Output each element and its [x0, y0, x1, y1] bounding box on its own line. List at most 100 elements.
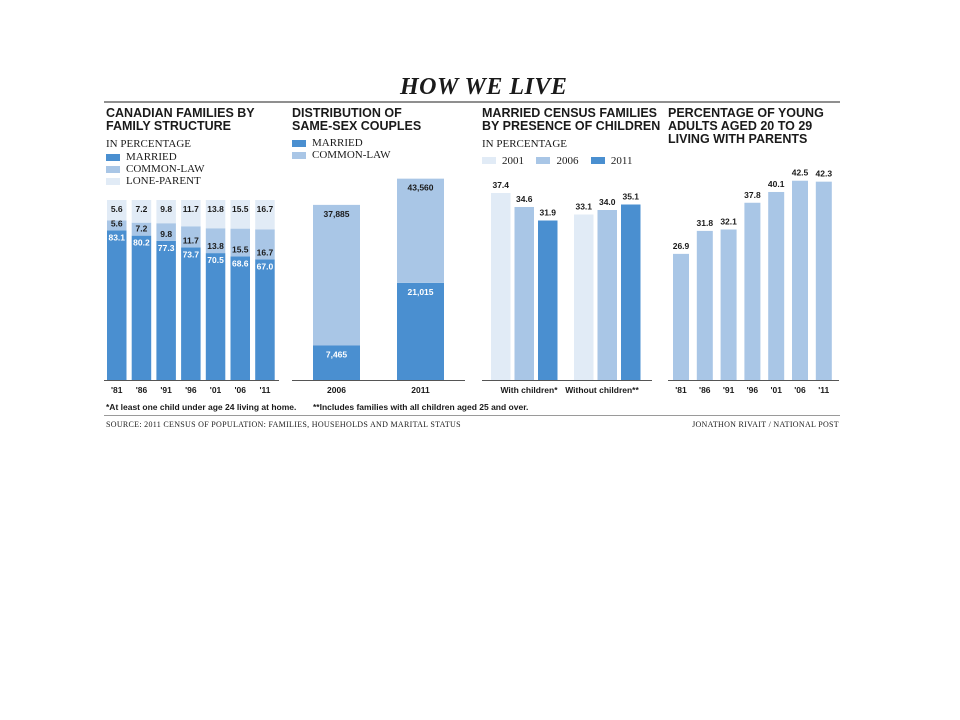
bar-married-6 — [255, 259, 275, 380]
legend-item-married: MARRIED — [106, 151, 255, 163]
label-lone-parent-4: 13.8 — [207, 204, 224, 214]
bar-lone-parent-3 — [181, 200, 201, 227]
legend-swatch-2001 — [482, 157, 496, 164]
legend-label-2011: 2011 — [610, 154, 633, 167]
category-label-0: With children* — [500, 385, 558, 395]
label-young-4: 40.1 — [768, 179, 785, 189]
bar-2006-0 — [514, 207, 534, 380]
label-lone-parent-0: 5.6 — [111, 204, 123, 214]
bar-lone-parent-0 — [107, 200, 127, 221]
panel4-title: PERCENTAGE OF YOUNG ADULTS AGED 20 TO 29… — [668, 107, 824, 146]
label-lone-parent-6: 16.7 — [257, 204, 274, 214]
legend-label-ss-common-law: COMMON-LAW — [312, 149, 391, 161]
label-lone-parent-1: 7.2 — [136, 204, 148, 214]
bar-young-6 — [815, 181, 832, 380]
bar-lone-parent-6 — [255, 200, 275, 230]
bar-young-4 — [768, 191, 785, 380]
label-young-6: 42.3 — [816, 169, 833, 179]
label-ss-married-1: 21,015 — [408, 287, 434, 297]
tick-label-young-1: '86 — [699, 385, 711, 395]
label-young-1: 31.8 — [697, 218, 714, 228]
bar-lone-parent-5 — [230, 200, 250, 229]
label-common-law-1: 7.2 — [136, 224, 148, 234]
bar-married-3 — [181, 247, 201, 380]
label-2006-0: 34.6 — [516, 194, 533, 204]
label-2001-0: 37.4 — [492, 180, 509, 190]
bar-young-0 — [673, 253, 689, 380]
bar-young-5 — [792, 180, 808, 380]
bar-ss-common-law-0 — [313, 204, 360, 346]
legend-label-married: MARRIED — [126, 151, 177, 163]
bar-2006-1 — [597, 210, 617, 380]
bar-common-law-4 — [205, 228, 226, 254]
label-married-2: 77.3 — [158, 243, 175, 253]
tick-label-4: '01 — [210, 385, 222, 395]
panel3-title-line1: MARRIED CENSUS FAMILIES — [482, 106, 658, 120]
legend-item-lone-parent: LONE-PARENT — [106, 175, 255, 187]
label-married-4: 70.5 — [207, 255, 224, 265]
panel-family-structure: CANADIAN FAMILIES BY FAMILY STRUCTURE IN… — [106, 107, 255, 187]
legend-label-common-law: COMMON-LAW — [126, 163, 205, 175]
panel-same-sex: DISTRIBUTION OF SAME-SEX COUPLES MARRIED… — [292, 107, 421, 161]
panel4-title-line1: PERCENTAGE OF YOUNG — [668, 106, 824, 120]
label-young-0: 26.9 — [673, 241, 690, 251]
tick-label-5: '06 — [235, 385, 247, 395]
bar-lone-parent-1 — [131, 200, 152, 223]
page-title: HOW WE LIVE — [400, 74, 568, 100]
label-ss-total-1: 43,560 — [408, 183, 434, 193]
label-lone-parent-3: 11.7 — [183, 204, 199, 214]
label-2006-1: 34.0 — [599, 197, 616, 207]
label-young-5: 42.5 — [792, 168, 809, 178]
label-married-5: 68.6 — [232, 259, 249, 269]
label-lone-parent-2: 9.8 — [160, 204, 172, 214]
bar-common-law-3 — [181, 226, 201, 248]
legend-swatch-common-law — [106, 165, 120, 173]
label-young-2: 32.1 — [720, 216, 737, 226]
panel4-title-line2: ADULTS AGED 20 TO 29 — [668, 119, 813, 133]
tick-label-2: '91 — [160, 385, 172, 395]
legend-label-ss-married: MARRIED — [312, 137, 363, 149]
credit-line: JONATHON RIVAIT / NATIONAL POST — [692, 420, 839, 429]
bar-common-law-6 — [255, 229, 275, 260]
label-married-3: 73.7 — [183, 249, 200, 259]
panel2-legend: MARRIED COMMON-LAW — [292, 137, 421, 161]
legend-swatch-ss-married — [292, 139, 306, 147]
legend-swatch-2011 — [590, 157, 605, 164]
legend-swatch-ss-common-law — [292, 151, 306, 159]
panel1-legend: MARRIED COMMON-LAW LONE-PARENT — [106, 151, 255, 187]
label-common-law-4: 13.8 — [207, 241, 224, 251]
legend-label-lone-parent: LONE-PARENT — [126, 175, 201, 187]
bar-married-2 — [156, 240, 176, 380]
label-young-3: 37.8 — [744, 190, 761, 200]
label-married-0: 83.1 — [108, 232, 125, 242]
panel1-subtitle: IN PERCENTAGE — [106, 138, 191, 150]
bar-married-5 — [230, 256, 250, 380]
bar-common-law-5 — [230, 228, 250, 257]
legend-label-2006: 2006 — [556, 154, 579, 167]
panel1-title: CANADIAN FAMILIES BY FAMILY STRUCTURE — [106, 107, 255, 133]
top-divider — [104, 101, 840, 103]
label-married-1: 80.2 — [133, 238, 150, 248]
bar-married-0 — [107, 230, 127, 380]
panel3-title: MARRIED CENSUS FAMILIES BY PRESENCE OF C… — [482, 107, 660, 133]
tick-label-6: '11 — [259, 385, 270, 395]
bar-2011-1 — [621, 204, 641, 380]
label-2011-1: 35.1 — [622, 192, 639, 202]
bar-young-2 — [720, 229, 737, 380]
bar-2011-0 — [538, 220, 558, 380]
source-line: SOURCE: 2011 CENSUS OF POPULATION: FAMIL… — [106, 420, 461, 429]
panel3-legend: 2001 2006 2011 — [482, 151, 660, 169]
tick-label-young-2: '91 — [723, 385, 735, 395]
label-common-law-2: 9.8 — [160, 229, 172, 239]
legend-item-ss-common-law: COMMON-LAW — [292, 149, 421, 161]
bar-ss-married-0 — [313, 345, 360, 380]
panel4-title-line3: LIVING WITH PARENTS — [668, 132, 808, 146]
panel1-title-line2: FAMILY STRUCTURE — [106, 119, 232, 133]
tick-label-ss-1: 2011 — [411, 385, 430, 395]
tick-label-young-6: '11 — [818, 385, 829, 395]
legend-item-ss-married: MARRIED — [292, 137, 421, 149]
tick-label-young-4: '01 — [770, 385, 782, 395]
panel2-title-line2: SAME-SEX COUPLES — [292, 119, 422, 133]
legend-item-2001: 2001 — [482, 155, 524, 167]
label-2001-1: 33.1 — [575, 202, 592, 212]
